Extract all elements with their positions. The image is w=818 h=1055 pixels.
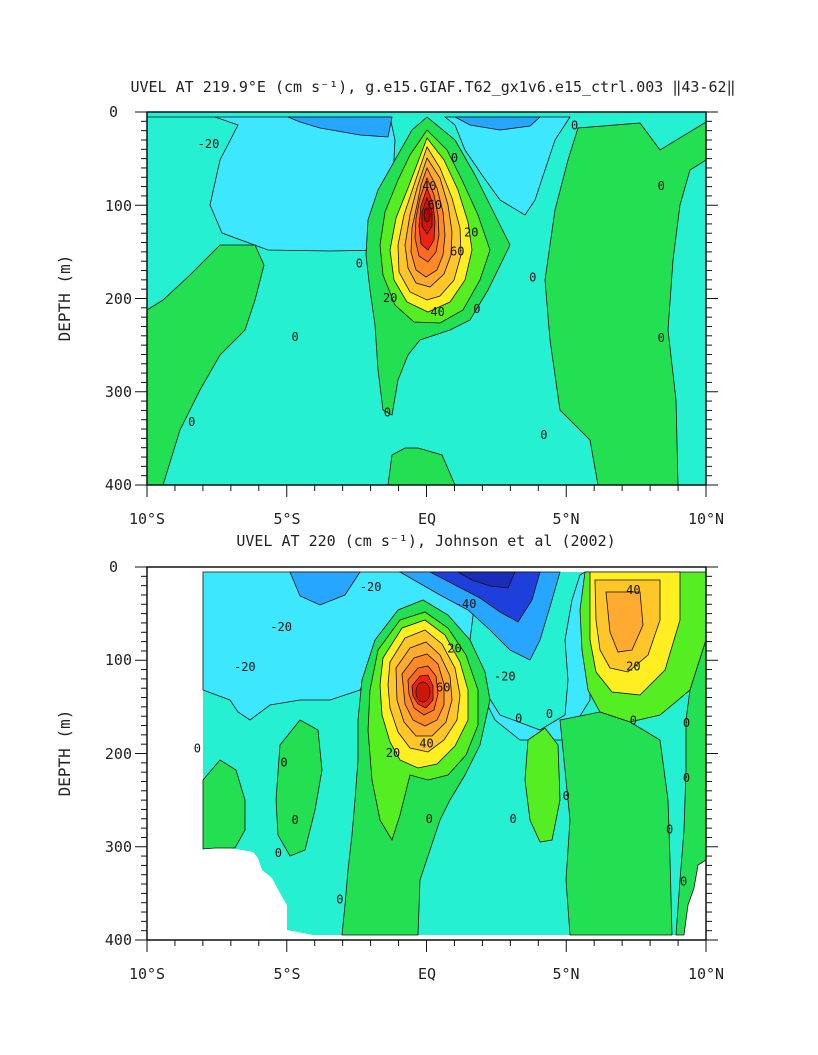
p1-contour-label: 0 [292,330,299,344]
p2-xtick-label: 10°S [129,965,165,983]
p1-contour-label: 40 [422,179,436,193]
p1-contour-label: 0 [571,118,578,132]
panel2-y-tick-labels: 0 100 200 300 400 [105,558,132,949]
p2-contour-label: 40 [419,737,433,751]
p1-ytick-label: 200 [105,290,132,308]
p2-right-jet-40 [605,591,644,653]
p2-eastward-right-edge [675,639,706,936]
p2-contour-label: 20 [447,642,461,656]
p2-contour-label: 0 [426,812,433,826]
p1-xtick-label: 5°S [273,510,300,528]
p1-contour-label: 0 [356,256,363,270]
p2-contour-label: 0 [336,892,343,906]
panel1-y-axis-label: DEPTH (m) [55,255,74,342]
p1-xtick-label: EQ [418,510,436,528]
p1-contour-label: 60 [428,198,442,212]
p2-eastward-left-2 [275,719,323,857]
p2-contour-label: -20 [494,670,516,684]
p2-contour-label: 0 [515,711,522,725]
p2-eastward-right-mid [524,727,561,843]
p2-contour-label: 0 [666,822,673,836]
p2-contour-label: 0 [630,713,637,727]
p1-contour-label: 0 [384,406,391,420]
p1-westward-core-left [287,116,393,138]
panel1-x-tick-labels: 10°S 5°S EQ 5°N 10°N [129,510,724,528]
p1-eastward-right-band [544,121,706,485]
p1-weak-westward-right [443,116,571,216]
p1-contour-label: 60 [450,244,464,258]
p2-contour-label: 0 [563,789,570,803]
p1-ytick-label: 300 [105,383,132,401]
panel2-title: UVEL AT 220 (cm s⁻¹), Johnson et al (200… [236,532,615,550]
p2-contour-label: -20 [360,580,382,594]
p2-eastward-left-1 [202,759,246,850]
p1-jet-core [423,207,431,223]
p1-contour-label: 0 [540,428,547,442]
panel2-plot-area: -20 -20 -20 -40 -20 40 20 20 60 20 40 0 0 0 0 0 0 0 0 0 0 0 0 0… [147,567,706,940]
p1-contour-label: 0 [529,270,536,284]
p1-ytick-label: 100 [105,197,132,215]
p2-ytick-label: 400 [105,931,132,949]
p2-contour-label: 40 [626,583,640,597]
p2-xtick-label: 10°N [688,965,724,983]
p2-contour-label: 0 [510,812,517,826]
panel2-y-axis-label: DEPTH (m) [55,710,74,797]
p1-contour-label: -20 [198,137,220,151]
p2-ytick-label: 200 [105,745,132,763]
p2-contour-label: 60 [436,681,450,695]
p1-contour-label: 0 [658,179,665,193]
p2-contour-label: -20 [270,620,292,634]
p2-ytick-label: 100 [105,651,132,669]
p2-contour-label: 0 [680,875,687,889]
p1-xtick-label: 10°N [688,510,724,528]
panel1-y-tick-labels: 0 100 200 300 400 [105,103,132,494]
p2-ytick-label: 300 [105,838,132,856]
p2-contour-label: 0 [275,846,282,860]
p2-eastward-right-center [559,711,673,936]
p1-contour-label: 0 [188,415,195,429]
p2-xtick-label: EQ [418,965,436,983]
p2-contour-label: 0 [194,741,201,755]
p2-contour-labels: -20 -20 -20 -40 -20 40 20 20 60 20 40 0 0 0 0 0 0 0 0 0 0 0 0 0… [194,580,690,906]
p1-contour-label: 20 [383,291,397,305]
p2-xtick-label: 5°S [273,965,300,983]
p2-strong-westward [429,571,541,623]
p2-xtick-label: 5°N [552,965,579,983]
p2-strong-westward-core [456,571,516,589]
p1-xtick-label: 5°N [552,510,579,528]
p1-contour-label: 0 [473,302,480,316]
p1-contour-label: 40 [430,305,444,319]
p1-weak-westward-region [147,116,396,252]
p1-contour-label: 20 [464,226,478,240]
p1-eastward-bottom-center [387,447,456,485]
p2-contour-label: 0 [683,771,690,785]
panel1-title: UVEL AT 219.9°E (cm s⁻¹), g.e15.GIAF.T62… [130,78,735,96]
p1-contour-label: 0 [658,331,665,345]
p2-contour-label: 20 [386,746,400,760]
p1-westward-core-right [454,116,542,131]
p1-ytick-label: 0 [109,103,118,121]
p2-contour-label: 0 [280,755,287,769]
p2-contour-label: 0 [546,707,553,721]
p2-ytick-label: 0 [109,558,118,576]
p2-contour-label: 0 [292,813,299,827]
p2-jet-core [415,681,431,703]
p2-contour-label: 20 [626,659,640,673]
p2-contour-label: -20 [234,660,256,674]
p1-ytick-label: 400 [105,476,132,494]
p2-westward-core-left [289,571,361,606]
panel2-axes [135,566,718,952]
p1-eastward-left-bottom [147,244,265,485]
p1-xtick-label: 10°S [129,510,165,528]
p2-contour-label: -40 [455,597,477,611]
panel2-x-tick-labels: 10°S 5°S EQ 5°N 10°N [129,965,724,983]
panel1-axes [135,111,718,497]
p2-contour-label: 0 [683,716,690,730]
p1-contour-label: 0 [451,151,458,165]
